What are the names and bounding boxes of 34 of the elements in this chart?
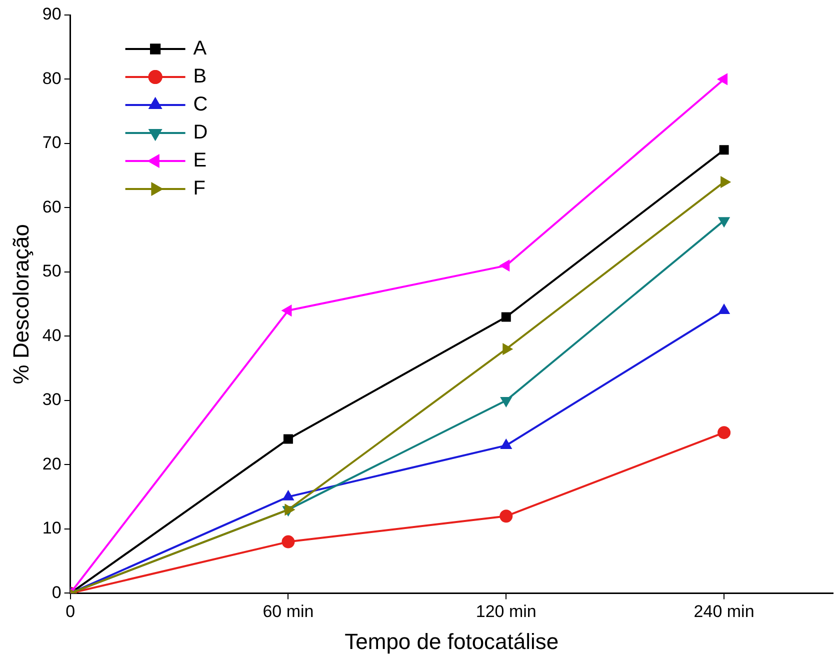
point <box>719 145 729 155</box>
x-tick-label: 120 min <box>476 602 536 622</box>
y-tick-label: 80 <box>42 68 62 88</box>
y-tick-label: 10 <box>42 518 62 538</box>
x-tick-label: 0 <box>66 602 76 622</box>
point <box>718 74 728 85</box>
point <box>718 426 731 440</box>
point <box>500 260 510 272</box>
point <box>283 434 293 444</box>
y-tick-label: 60 <box>42 197 62 216</box>
x-axis-title: Tempo de fotocatálise <box>344 628 559 654</box>
y-tick-label: 50 <box>42 262 62 281</box>
y-tick-label: 70 <box>42 133 62 152</box>
point <box>500 396 512 407</box>
y-tick-label: 20 <box>42 454 62 474</box>
y-tick-label: 90 <box>42 4 62 24</box>
point <box>282 304 292 316</box>
x-tick-label: 240 min <box>694 602 754 622</box>
point <box>500 510 513 523</box>
x-tick-label: 60 min <box>262 602 314 622</box>
y-tick-label: 0 <box>52 582 62 602</box>
legend-label: F <box>193 178 206 200</box>
y-tick-label: 40 <box>42 326 62 345</box>
y-axis-title: % Descoloração <box>8 224 34 384</box>
legend-label: C <box>193 94 208 116</box>
point <box>501 312 511 322</box>
y-tick-label: 30 <box>42 390 62 410</box>
legend-label: A <box>193 38 208 60</box>
legend-label: D <box>193 122 208 144</box>
point <box>718 304 730 314</box>
point <box>282 535 295 548</box>
point <box>282 490 294 500</box>
legend-label: E <box>193 150 207 172</box>
legend-label: B <box>193 66 207 88</box>
